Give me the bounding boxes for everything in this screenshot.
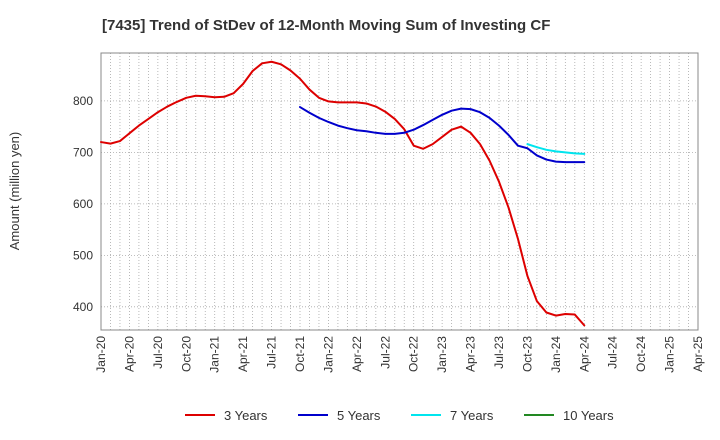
y-axis-label: Amount (million yen) <box>7 132 22 251</box>
legend-label-10-years: 10 Years <box>563 408 614 423</box>
x-tick-label: Apr-22 <box>350 336 364 372</box>
x-tick-label: Oct-22 <box>407 336 421 372</box>
series-lines <box>100 60 586 327</box>
x-tick-label: Jul-21 <box>265 336 279 369</box>
chart-title: [7435] Trend of StDev of 12-Month Moving… <box>102 17 550 34</box>
x-tick-label: Oct-20 <box>179 336 193 372</box>
x-tick-label: Oct-24 <box>634 336 648 372</box>
x-tick-label: Jul-24 <box>606 336 620 369</box>
legend-label-5-years: 5 Years <box>337 408 381 423</box>
x-tick-label: Jan-25 <box>663 336 677 373</box>
x-tick-label: Apr-20 <box>122 336 136 372</box>
legend: 3 Years 5 Years 7 Years 10 Years <box>185 408 614 423</box>
grid-lines <box>100 53 699 330</box>
legend-label-7-years: 7 Years <box>450 408 494 423</box>
legend-label-3-years: 3 Years <box>224 408 268 423</box>
x-tick-label: Apr-25 <box>691 336 705 372</box>
y-tick-label: 400 <box>73 300 93 314</box>
x-tick-label: Jan-22 <box>321 336 335 373</box>
y-tick-label: 600 <box>73 197 93 211</box>
x-axis-ticks: Jan-20 Apr-20 Jul-20 Oct-20 Jan-21 Apr-21 Jul-… <box>94 336 705 373</box>
x-tick-label: Apr-21 <box>236 336 250 372</box>
x-tick-label: Jul-20 <box>151 336 165 369</box>
y-axis-ticks: 400 500 600 700 800 <box>73 94 93 314</box>
y-tick-label: 500 <box>73 248 93 262</box>
x-tick-label: Jan-20 <box>94 336 108 373</box>
series-line-5-years <box>299 106 586 164</box>
x-tick-label: Oct-21 <box>293 336 307 372</box>
x-tick-label: Jul-22 <box>378 336 392 369</box>
x-tick-label: Oct-23 <box>520 336 534 372</box>
x-tick-label: Jan-24 <box>549 336 563 373</box>
x-tick-label: Jan-21 <box>208 336 222 373</box>
y-tick-label: 700 <box>73 145 93 159</box>
x-tick-label: Jul-23 <box>492 336 506 369</box>
series-line-7-years <box>526 143 586 155</box>
series-line-3-years <box>100 60 586 327</box>
x-tick-label: Apr-23 <box>464 336 478 372</box>
plot-area-frame <box>100 52 699 331</box>
x-tick-label: Jan-23 <box>435 336 449 373</box>
y-tick-label: 800 <box>73 94 93 108</box>
x-tick-label: Apr-24 <box>577 336 591 372</box>
